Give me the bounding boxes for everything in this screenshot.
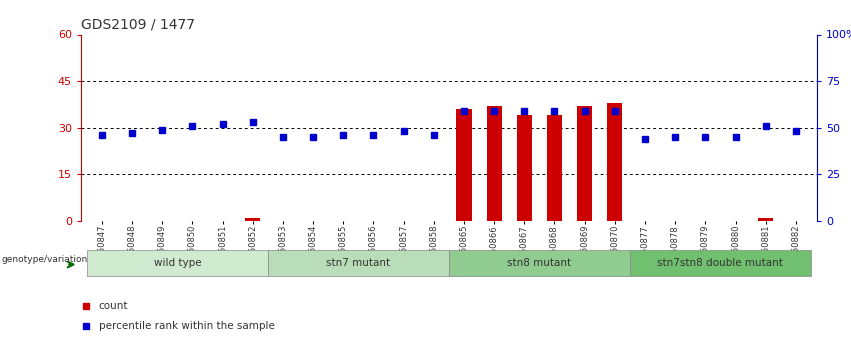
Bar — [608, 103, 622, 221]
Bar — [245, 218, 260, 221]
Bar — [449, 250, 630, 276]
Text: percentile rank within the sample: percentile rank within the sample — [99, 321, 275, 331]
Text: stn7 mutant: stn7 mutant — [326, 258, 391, 268]
Bar — [758, 218, 774, 221]
Bar — [577, 106, 592, 221]
Bar — [547, 115, 562, 221]
Bar — [487, 106, 502, 221]
Bar — [268, 250, 449, 276]
Text: stn7stn8 double mutant: stn7stn8 double mutant — [658, 258, 784, 268]
Bar — [630, 250, 811, 276]
Text: count: count — [99, 301, 129, 311]
Text: wild type: wild type — [153, 258, 201, 268]
Text: genotype/variation: genotype/variation — [2, 255, 88, 264]
Text: GDS2109 / 1477: GDS2109 / 1477 — [81, 18, 195, 32]
Bar — [87, 250, 268, 276]
Bar — [456, 109, 471, 221]
Bar — [517, 115, 532, 221]
Text: stn8 mutant: stn8 mutant — [507, 258, 572, 268]
